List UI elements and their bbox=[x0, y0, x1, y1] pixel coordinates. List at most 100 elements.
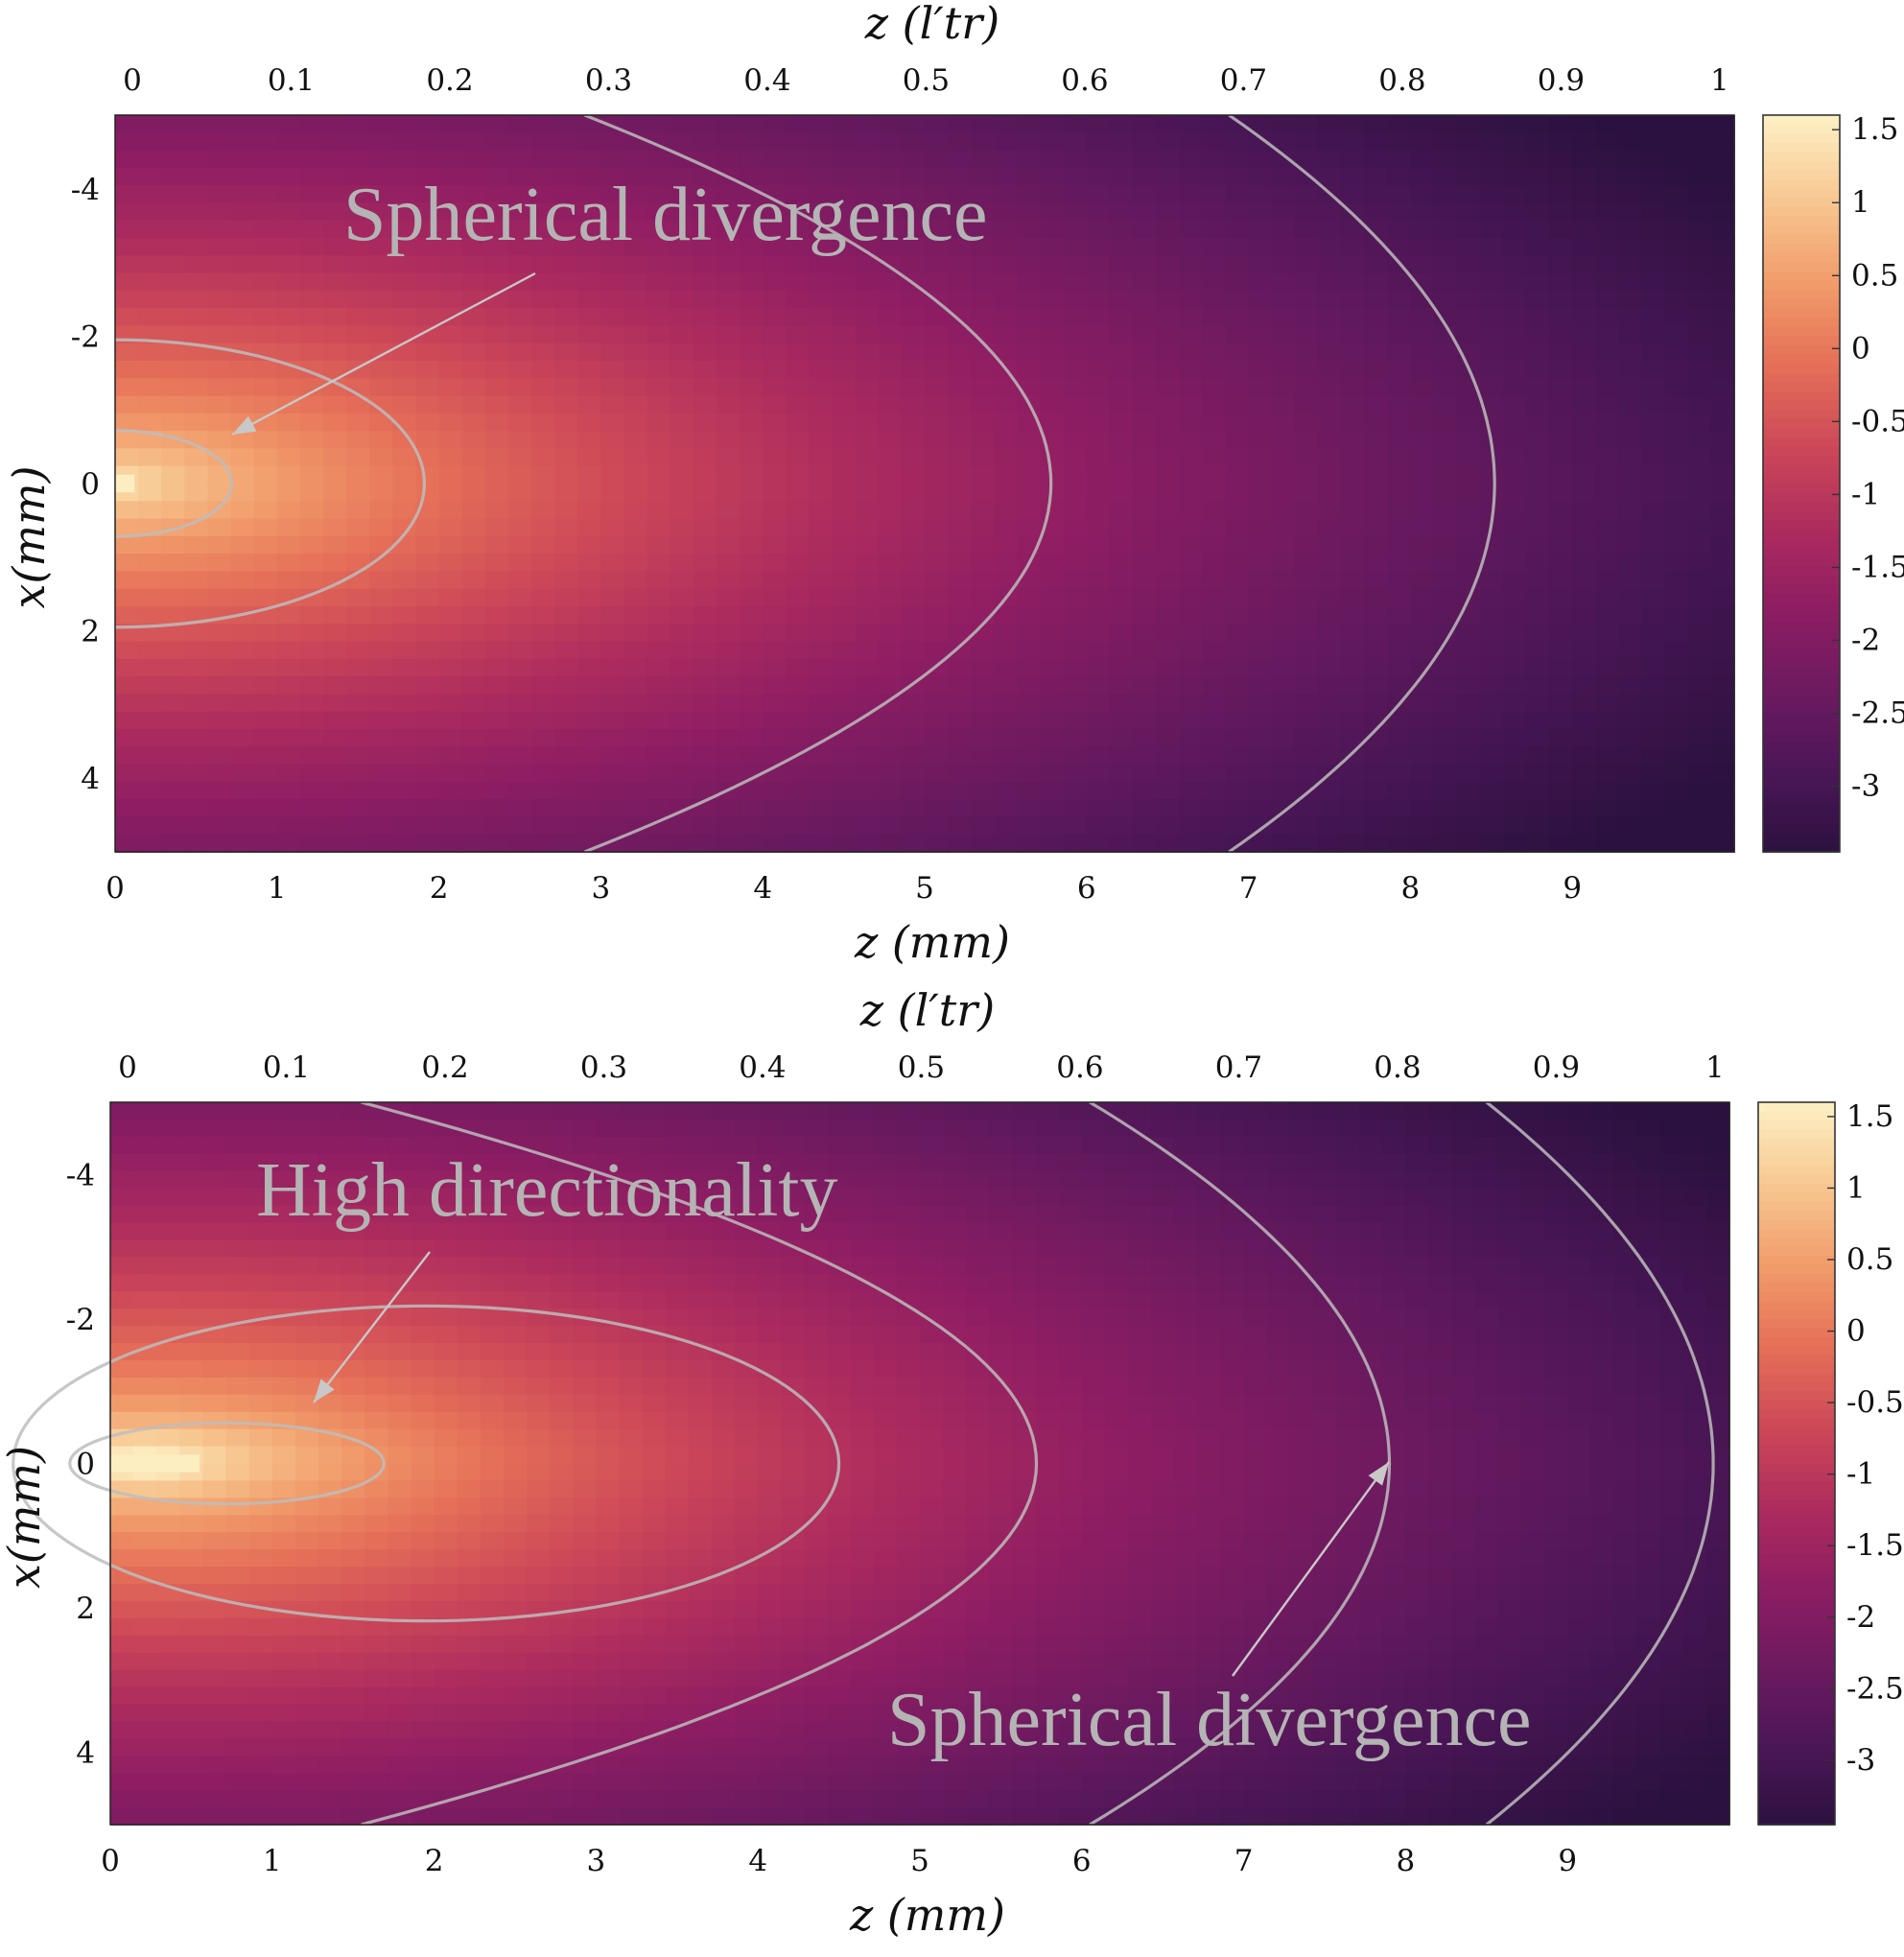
heatmap-cell bbox=[1156, 466, 1180, 484]
heatmap-cell bbox=[1202, 729, 1226, 747]
heatmap-cell bbox=[1041, 202, 1065, 221]
heatmap-cell bbox=[277, 642, 301, 660]
heatmap-cell bbox=[809, 448, 833, 466]
heatmap-cell bbox=[1128, 1154, 1152, 1172]
heatmap-cell bbox=[740, 606, 764, 625]
heatmap-cell bbox=[1526, 431, 1550, 449]
heatmap-cell bbox=[1387, 782, 1411, 800]
heatmap-cell bbox=[1225, 624, 1249, 642]
heatmap-cell bbox=[462, 536, 486, 554]
heatmap-cell bbox=[693, 676, 717, 695]
heatmap-cell bbox=[133, 1636, 157, 1654]
heatmap-cell bbox=[828, 1291, 852, 1309]
heatmap-cell bbox=[902, 606, 926, 625]
heatmap-cell bbox=[902, 255, 926, 273]
heatmap-cell bbox=[828, 1584, 852, 1602]
heatmap-cell bbox=[231, 132, 255, 151]
heatmap-cell bbox=[1387, 765, 1411, 783]
heatmap-cell bbox=[1064, 466, 1088, 484]
heatmap-cell bbox=[1318, 221, 1342, 239]
heatmap-cell bbox=[1688, 185, 1712, 203]
heatmap-cell bbox=[369, 132, 393, 151]
heatmap-cell bbox=[1272, 536, 1296, 554]
heatmap-cell bbox=[485, 676, 509, 695]
heatmap-cell bbox=[620, 1705, 644, 1723]
heatmap-cell bbox=[1036, 1189, 1060, 1207]
heatmap-cell bbox=[943, 1206, 967, 1224]
heatmap-cell bbox=[435, 1636, 458, 1654]
heatmap-cell bbox=[508, 483, 532, 502]
y-tick: 2 bbox=[81, 615, 100, 649]
heatmap-cell bbox=[110, 1670, 134, 1688]
heatmap-cell bbox=[1249, 816, 1273, 835]
heatmap-cell bbox=[879, 799, 903, 817]
heatmap-cell bbox=[527, 1395, 551, 1413]
heatmap-cell bbox=[1036, 1309, 1060, 1327]
heatmap-cell bbox=[369, 466, 393, 484]
heatmap-cell bbox=[1595, 519, 1619, 537]
heatmap-cell bbox=[277, 816, 301, 835]
heatmap-cell bbox=[966, 1137, 990, 1155]
heatmap-cell bbox=[161, 115, 185, 133]
heatmap-cell bbox=[879, 325, 903, 343]
heatmap-cell bbox=[856, 765, 880, 783]
heatmap-cell bbox=[481, 1412, 505, 1430]
heatmap-cell bbox=[388, 1343, 411, 1361]
heatmap-cell bbox=[462, 554, 486, 572]
heatmap-cell bbox=[392, 483, 416, 502]
heatmap-cell bbox=[828, 1239, 852, 1258]
heatmap-cell bbox=[272, 1670, 296, 1688]
heatmap-cell bbox=[508, 746, 532, 765]
heatmap-cell bbox=[620, 1464, 644, 1482]
heatmap-cell bbox=[161, 151, 185, 169]
heatmap-cell bbox=[763, 835, 787, 853]
heatmap-cell bbox=[1665, 273, 1689, 292]
heatmap-cell bbox=[249, 1687, 273, 1706]
heatmap-cell bbox=[161, 642, 185, 660]
heatmap-cell bbox=[1665, 238, 1689, 256]
heatmap-cell bbox=[1041, 273, 1065, 292]
heatmap-cell bbox=[184, 325, 208, 343]
heatmap-cell bbox=[481, 1705, 505, 1723]
heatmap-cell bbox=[874, 1584, 898, 1602]
heatmap-cell bbox=[1105, 1515, 1129, 1533]
heatmap-cell bbox=[1503, 378, 1527, 396]
heatmap-cell bbox=[1041, 168, 1065, 186]
heatmap-cell bbox=[1318, 273, 1342, 292]
heatmap-cell bbox=[897, 1773, 921, 1791]
heatmap-cell bbox=[231, 799, 255, 817]
heatmap-cell bbox=[1036, 1807, 1060, 1826]
heatmap-cell bbox=[948, 115, 972, 133]
heatmap-cell bbox=[1387, 132, 1411, 151]
heatmap-cell bbox=[1225, 308, 1249, 326]
heatmap-cell bbox=[1688, 816, 1712, 835]
heatmap-cell bbox=[138, 694, 162, 712]
heatmap-cell bbox=[1318, 202, 1342, 221]
heatmap-cell bbox=[392, 325, 416, 343]
heatmap-cell bbox=[295, 1257, 319, 1275]
heatmap-cell bbox=[1179, 746, 1203, 765]
heatmap-cell bbox=[439, 361, 463, 379]
heatmap-cell bbox=[462, 606, 486, 625]
heatmap-cell bbox=[1110, 308, 1134, 326]
heatmap-cell bbox=[161, 571, 185, 589]
heatmap-cell bbox=[874, 1137, 898, 1155]
heatmap-cell bbox=[1105, 1154, 1129, 1172]
heatmap-cell bbox=[809, 325, 833, 343]
heatmap-cell bbox=[1480, 729, 1504, 747]
heatmap-cell bbox=[1503, 799, 1527, 817]
heatmap-cell bbox=[1179, 624, 1203, 642]
heatmap-cell bbox=[435, 1309, 458, 1327]
heatmap-cell bbox=[1503, 483, 1527, 502]
heatmap-cell bbox=[856, 589, 880, 607]
heatmap-cell bbox=[435, 1395, 458, 1413]
heatmap-cell bbox=[1480, 659, 1504, 677]
heatmap-cell bbox=[1249, 325, 1273, 343]
colorbar-cell bbox=[1763, 345, 1840, 355]
heatmap-cell bbox=[1503, 659, 1527, 677]
heatmap-cell bbox=[600, 676, 624, 695]
heatmap-cell bbox=[577, 676, 601, 695]
heatmap-cell bbox=[115, 378, 139, 396]
heatmap-cell bbox=[666, 1412, 690, 1430]
heatmap-cell bbox=[670, 255, 694, 273]
